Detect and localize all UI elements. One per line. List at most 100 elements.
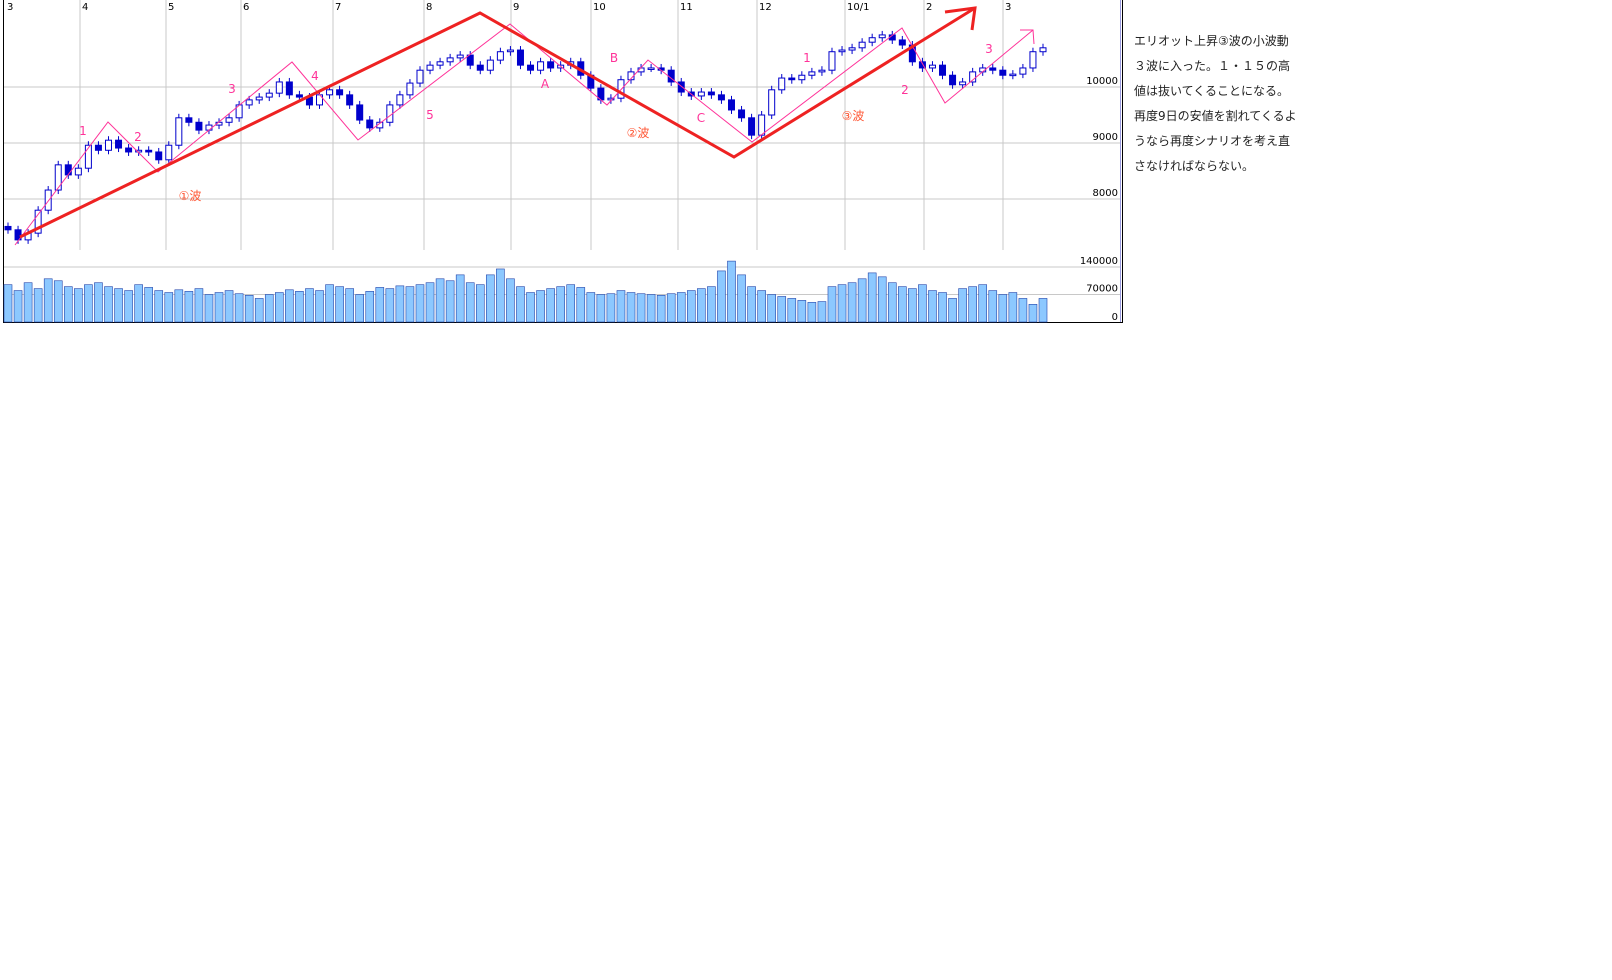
- volume-bar: [496, 268, 505, 323]
- candle-body: [336, 89, 344, 96]
- volume-bar: [335, 286, 344, 323]
- candle-body: [326, 89, 334, 96]
- volume-bar: [707, 286, 716, 323]
- volume-bar: [114, 288, 123, 323]
- candle-body: [848, 47, 856, 51]
- volume-bar: [315, 290, 324, 323]
- note-line: エリオット上昇③波の小波動: [1134, 34, 1289, 48]
- volume-bar: [415, 284, 425, 323]
- volume-bar: [224, 290, 234, 323]
- volume-bar: [767, 294, 776, 323]
- volume-bar: [1028, 304, 1038, 323]
- volume-bar: [697, 288, 706, 323]
- candle-body: [506, 49, 514, 53]
- volume-bar: [234, 293, 244, 323]
- volume-bar: [184, 291, 194, 323]
- candle-body: [74, 167, 82, 176]
- candle-body: [738, 109, 746, 119]
- volume-bar: [797, 300, 807, 323]
- candle-body: [1039, 47, 1047, 53]
- volume-bar: [978, 284, 988, 323]
- volume-bar: [94, 282, 103, 323]
- candle-body: [54, 164, 62, 191]
- volume-bar: [475, 284, 485, 323]
- candle-body: [84, 144, 92, 169]
- volume-bar: [948, 298, 957, 323]
- volume-bar: [445, 280, 455, 323]
- volume-bar: [817, 301, 827, 323]
- volume-bar: [877, 276, 887, 323]
- sub-wave-label: 1: [79, 124, 87, 138]
- volume-bar: [988, 290, 998, 323]
- candle-body: [165, 144, 173, 161]
- volume-bar: [305, 288, 314, 323]
- candle-body: [838, 49, 846, 53]
- candle-body: [516, 49, 524, 66]
- main-wave-label: ②波: [627, 126, 650, 140]
- candle-body: [346, 94, 354, 106]
- volume-bar: [3, 284, 13, 323]
- candle-body: [818, 69, 826, 73]
- candle-body: [34, 209, 42, 234]
- sub-wave-label: 3: [228, 82, 236, 96]
- candle-body: [828, 51, 836, 71]
- volume-bar: [53, 280, 63, 323]
- volume-bar: [154, 290, 164, 323]
- candle-body: [808, 71, 816, 76]
- volume-bar: [13, 290, 23, 323]
- candle-body: [677, 81, 685, 93]
- volume-bar: [204, 294, 214, 323]
- note-line: 再度9日の安値を割れてくるよ: [1134, 109, 1297, 123]
- volume-bar: [1008, 292, 1018, 323]
- month-label: 3: [7, 2, 13, 13]
- main-wave-label: ③波: [842, 109, 865, 123]
- candle-body: [758, 114, 766, 136]
- volume-bar: [827, 286, 837, 323]
- candle-body: [64, 164, 72, 176]
- note-line: ３波に入った。１・１５の高: [1134, 59, 1291, 73]
- candle-body: [748, 117, 756, 136]
- sub-wave-label: C: [697, 111, 705, 125]
- candle-body: [44, 189, 52, 211]
- volume-bar: [144, 287, 153, 323]
- volume-bar: [385, 288, 395, 323]
- volume-bar: [717, 270, 726, 323]
- volume-bar: [857, 278, 867, 323]
- candle-body: [104, 139, 112, 151]
- candle-body: [878, 34, 886, 39]
- candle-body: [527, 64, 535, 71]
- volume-bar: [345, 288, 354, 323]
- price-tick-label: 8000: [1093, 188, 1118, 199]
- volume-bar: [516, 286, 525, 323]
- volume-bar: [837, 284, 847, 323]
- volume-bar: [958, 288, 967, 323]
- volume-bar: [465, 282, 475, 323]
- volume-bar: [898, 286, 907, 323]
- note-line: うなら再度シナリオを考え直: [1134, 134, 1291, 148]
- candle-body: [115, 139, 123, 149]
- candle-body: [607, 97, 615, 101]
- candle-body: [366, 119, 374, 129]
- candle-body: [999, 69, 1007, 76]
- candle-body: [295, 94, 303, 98]
- candle-body: [727, 99, 735, 111]
- stock-chart: 3 4 5 6 7 8 9 10 11 12 10/1 2 3 80009000100000700001…: [3, 0, 1123, 323]
- month-label: 10: [593, 2, 606, 13]
- volume-bar: [275, 292, 284, 323]
- volume-bar: [556, 286, 565, 323]
- candle-body: [778, 77, 786, 91]
- candle-body: [717, 94, 725, 101]
- volume-bar: [455, 274, 465, 323]
- price-tick-label: 9000: [1093, 132, 1118, 143]
- candle-body: [788, 77, 796, 81]
- volume-bar: [656, 294, 666, 323]
- candle-body: [858, 41, 866, 49]
- main-wave-arrowhead: [944, 6, 977, 31]
- candle-body: [225, 117, 233, 123]
- volume-bar: [536, 290, 545, 323]
- candle-body: [697, 91, 705, 97]
- candle-body: [195, 121, 203, 131]
- volume-bar: [566, 284, 576, 323]
- volume-bar: [405, 286, 415, 323]
- volume-bar: [134, 284, 143, 323]
